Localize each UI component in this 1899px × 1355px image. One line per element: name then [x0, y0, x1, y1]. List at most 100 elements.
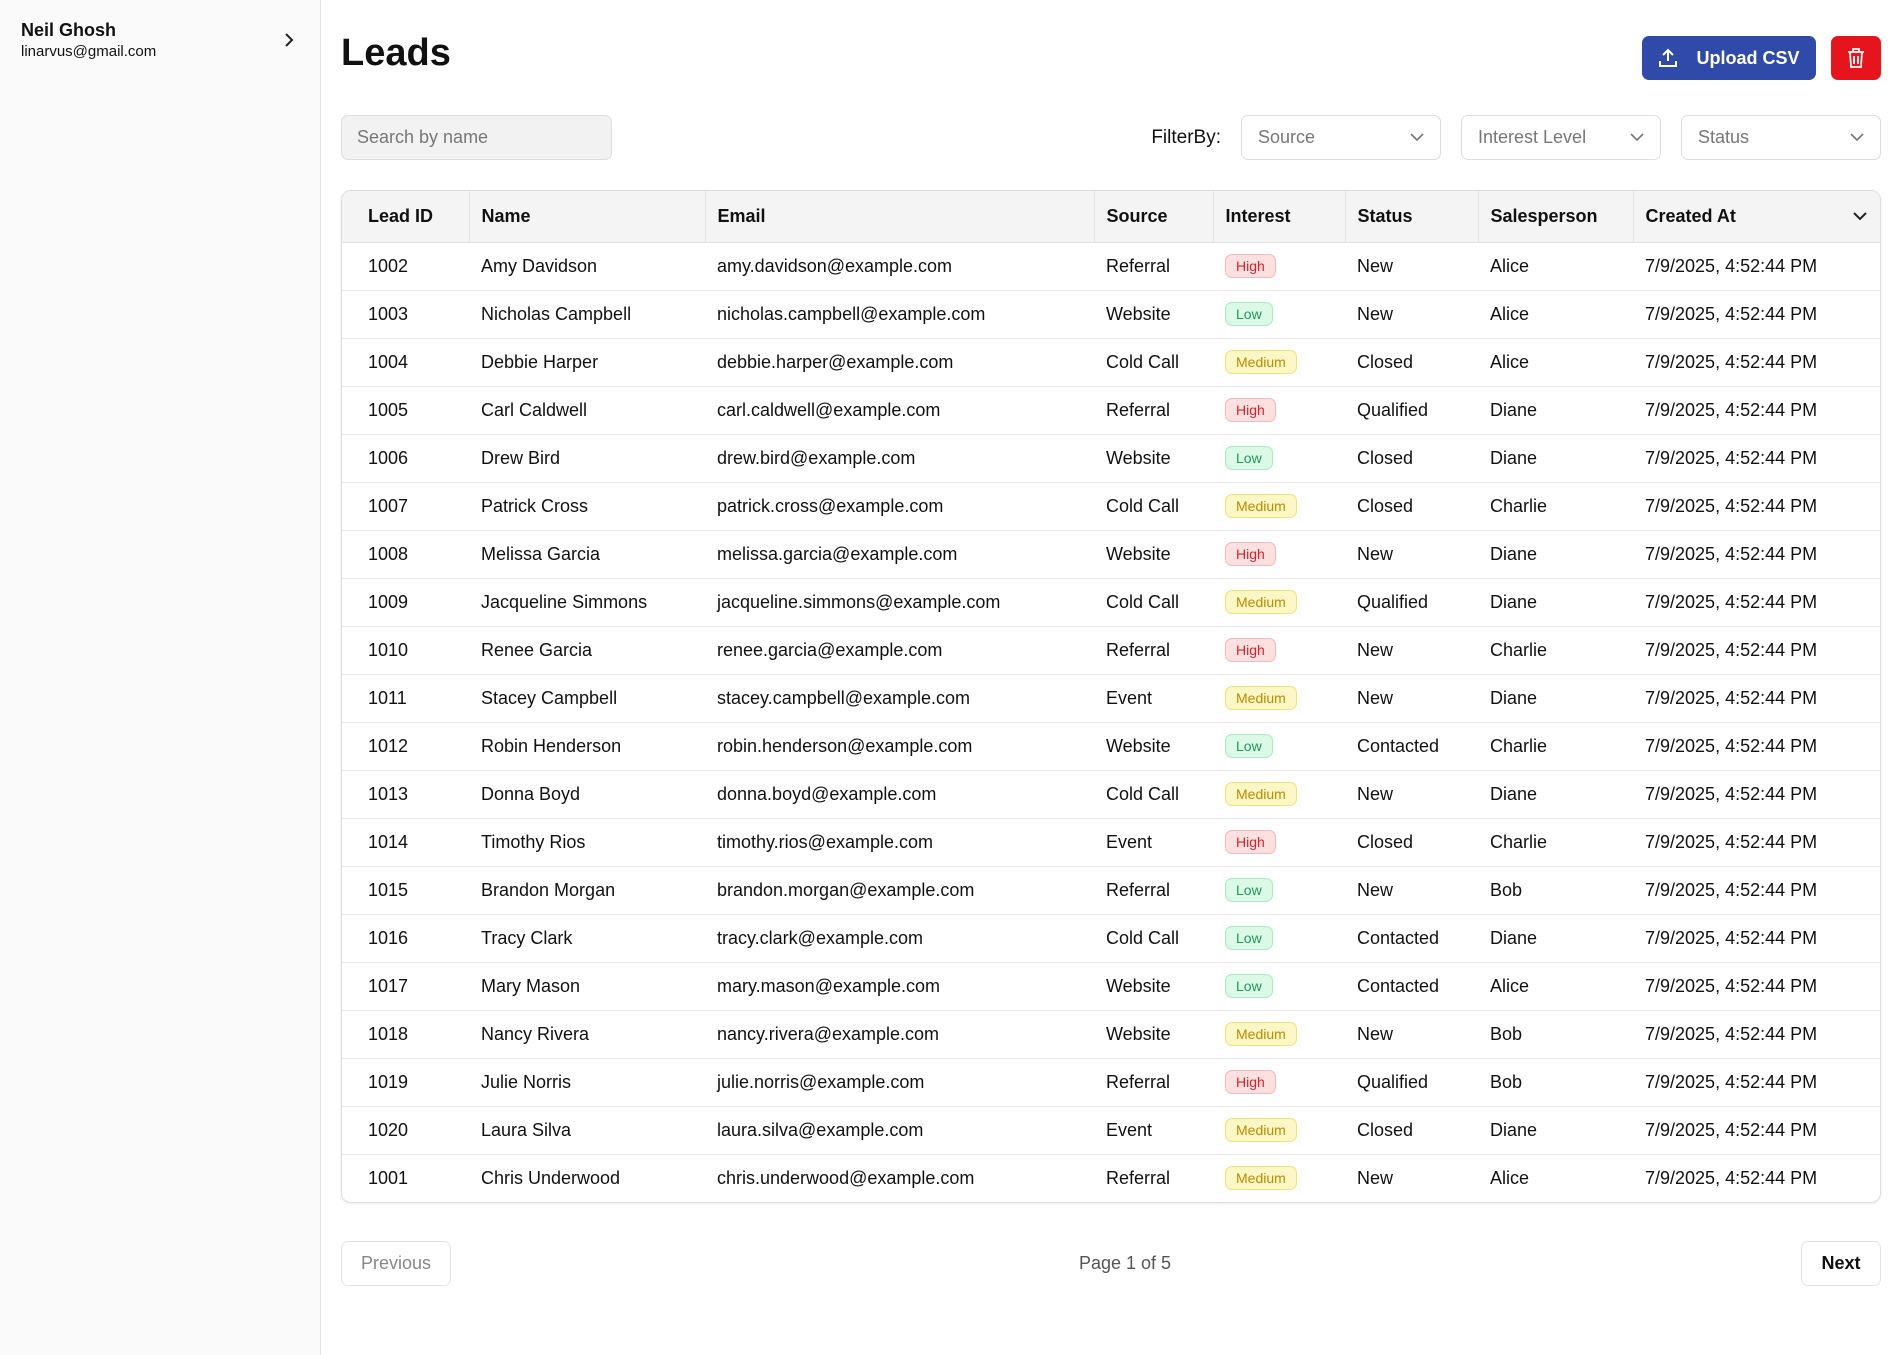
table-cell: Cold Call: [1094, 482, 1213, 531]
table-cell: 7/9/2025, 4:52:44 PM: [1633, 482, 1880, 531]
interest-badge: Low: [1225, 446, 1273, 470]
table-cell: Low: [1213, 290, 1345, 339]
table-cell: Renee Garcia: [469, 626, 705, 675]
table-cell: High: [1213, 1058, 1345, 1107]
table-cell: 1010: [342, 626, 469, 675]
table-row: 1010 Renee Garcia renee.garcia@example.com…: [342, 626, 1880, 675]
table-cell: Low: [1213, 962, 1345, 1011]
delete-button[interactable]: [1831, 36, 1881, 80]
table-cell: 1018: [342, 1010, 469, 1059]
table-cell: 7/9/2025, 4:52:44 PM: [1633, 722, 1880, 771]
table-cell: 1004: [342, 338, 469, 387]
sort-icon[interactable]: [1853, 211, 1867, 221]
interest-badge: Medium: [1225, 1022, 1297, 1046]
interest-badge: Medium: [1225, 590, 1297, 614]
table-cell: donna.boyd@example.com: [705, 770, 1094, 819]
table-cell: Diane: [1478, 386, 1633, 435]
previous-button[interactable]: Previous: [341, 1241, 451, 1286]
table-cell: Low: [1213, 914, 1345, 963]
table-cell: 7/9/2025, 4:52:44 PM: [1633, 530, 1880, 579]
table-row: 1007 Patrick Cross patrick.cross@example.c…: [342, 482, 1880, 531]
column-label: Salesperson: [1490, 205, 1598, 226]
page-info: Page 1 of 5: [1078, 1253, 1172, 1273]
interest-badge: Low: [1225, 878, 1273, 902]
upload-label: Upload CSV: [1696, 47, 1800, 68]
table-cell: 1008: [342, 530, 469, 579]
table-cell: 7/9/2025, 4:52:44 PM: [1633, 434, 1880, 483]
table-cell: New: [1345, 770, 1478, 819]
table-cell: Event: [1094, 818, 1213, 867]
table-cell: Cold Call: [1094, 914, 1213, 963]
expand-icon[interactable]: [282, 32, 296, 48]
table-row: 1019 Julie Norris julie.norris@example.com…: [342, 1058, 1880, 1107]
table-cell: Contacted: [1345, 962, 1478, 1011]
table-cell: Stacey Campbell: [469, 674, 705, 723]
table-cell: High: [1213, 242, 1345, 291]
table-cell: Laura Silva: [469, 1106, 705, 1155]
table-row: 1016 Tracy Clark tracy.clark@example.com Co…: [342, 914, 1880, 963]
table-cell: 7/9/2025, 4:52:44 PM: [1645, 1167, 1818, 1188]
upload-button[interactable]: Upload CSV: [1642, 36, 1816, 80]
table-cell: Donna Boyd: [469, 770, 705, 819]
table-cell: Charlie: [1478, 818, 1633, 867]
table-cell: 1019: [342, 1058, 469, 1107]
column-label: Email: [717, 205, 766, 226]
table-cell: 1020: [342, 1106, 469, 1155]
table-cell: Alice: [1478, 242, 1633, 291]
search-input[interactable]: Search by name: [341, 115, 612, 160]
select-label: Status: [1698, 127, 1750, 147]
table-cell: New: [1345, 866, 1478, 915]
column-header: Interest: [1213, 191, 1346, 243]
table-cell: tracy.clark@example.com: [705, 914, 1094, 963]
interest-badge: High: [1225, 254, 1276, 278]
table-row: 1015 Brandon Morgan brandon.morgan@example…: [342, 866, 1880, 915]
table-cell: Medium: [1213, 482, 1345, 531]
table-cell: Timothy Rios: [469, 818, 705, 867]
table-cell: Diane: [1478, 434, 1633, 483]
column-label: Lead ID: [368, 205, 434, 226]
table-cell: Mary Mason: [469, 962, 705, 1011]
filter-select[interactable]: Status: [1681, 115, 1881, 160]
interest-badge: Medium: [1225, 686, 1297, 710]
table-cell: Qualified: [1345, 578, 1478, 627]
table-cell: Bob: [1478, 866, 1633, 915]
table-cell: Medium: [1213, 674, 1345, 723]
column-header: Name: [469, 191, 706, 243]
table-cell: 7/9/2025, 4:52:44 PM: [1633, 818, 1880, 867]
table-cell: Closed: [1345, 338, 1478, 387]
table-cell: Medium: [1213, 338, 1345, 387]
table-cell: jacqueline.simmons@example.com: [705, 578, 1094, 627]
table-cell: carl.caldwell@example.com: [705, 386, 1094, 435]
table-cell: Referral: [1106, 1167, 1171, 1188]
table-cell: Diane: [1478, 1106, 1633, 1155]
table-cell: 7/9/2025, 4:52:44 PM: [1633, 914, 1880, 963]
interest-badge: Low: [1225, 926, 1273, 950]
next-button[interactable]: Next: [1801, 1241, 1881, 1286]
trash-icon: [1848, 48, 1864, 68]
table-row: 1006 Drew Bird drew.bird@example.com Websit…: [342, 434, 1880, 483]
table-cell: Nicholas Campbell: [469, 290, 705, 339]
table-cell: Referral: [1094, 242, 1213, 291]
table-row: 1004 Debbie Harper debbie.harper@example.c…: [342, 338, 1880, 387]
table-cell: 1016: [342, 914, 469, 963]
table-row: 1018 Nancy Rivera nancy.rivera@example.com…: [342, 1010, 1880, 1059]
filter-select[interactable]: Source: [1241, 115, 1441, 160]
table-cell: Closed: [1345, 818, 1478, 867]
table-cell: Contacted: [1345, 722, 1478, 771]
filter-select[interactable]: Interest Level: [1461, 115, 1661, 160]
table-cell: Closed: [1345, 1106, 1478, 1155]
table-cell: Tracy Clark: [469, 914, 705, 963]
table-cell: Charlie: [1478, 722, 1633, 771]
table-cell: 1009: [342, 578, 469, 627]
table-cell: Charlie: [1478, 482, 1633, 531]
column-header: Source: [1094, 191, 1214, 243]
table-cell: Carl Caldwell: [469, 386, 705, 435]
table-cell: New: [1345, 530, 1478, 579]
table-body: 1002 Amy Davidson amy.davidson@example.com…: [342, 242, 1880, 1202]
table-cell: Medium: [1213, 770, 1345, 819]
upload-icon: [1659, 48, 1678, 67]
table-cell: 7/9/2025, 4:52:44 PM: [1633, 242, 1880, 291]
table-cell: Closed: [1345, 482, 1478, 531]
table-cell: laura.silva@example.com: [705, 1106, 1094, 1155]
